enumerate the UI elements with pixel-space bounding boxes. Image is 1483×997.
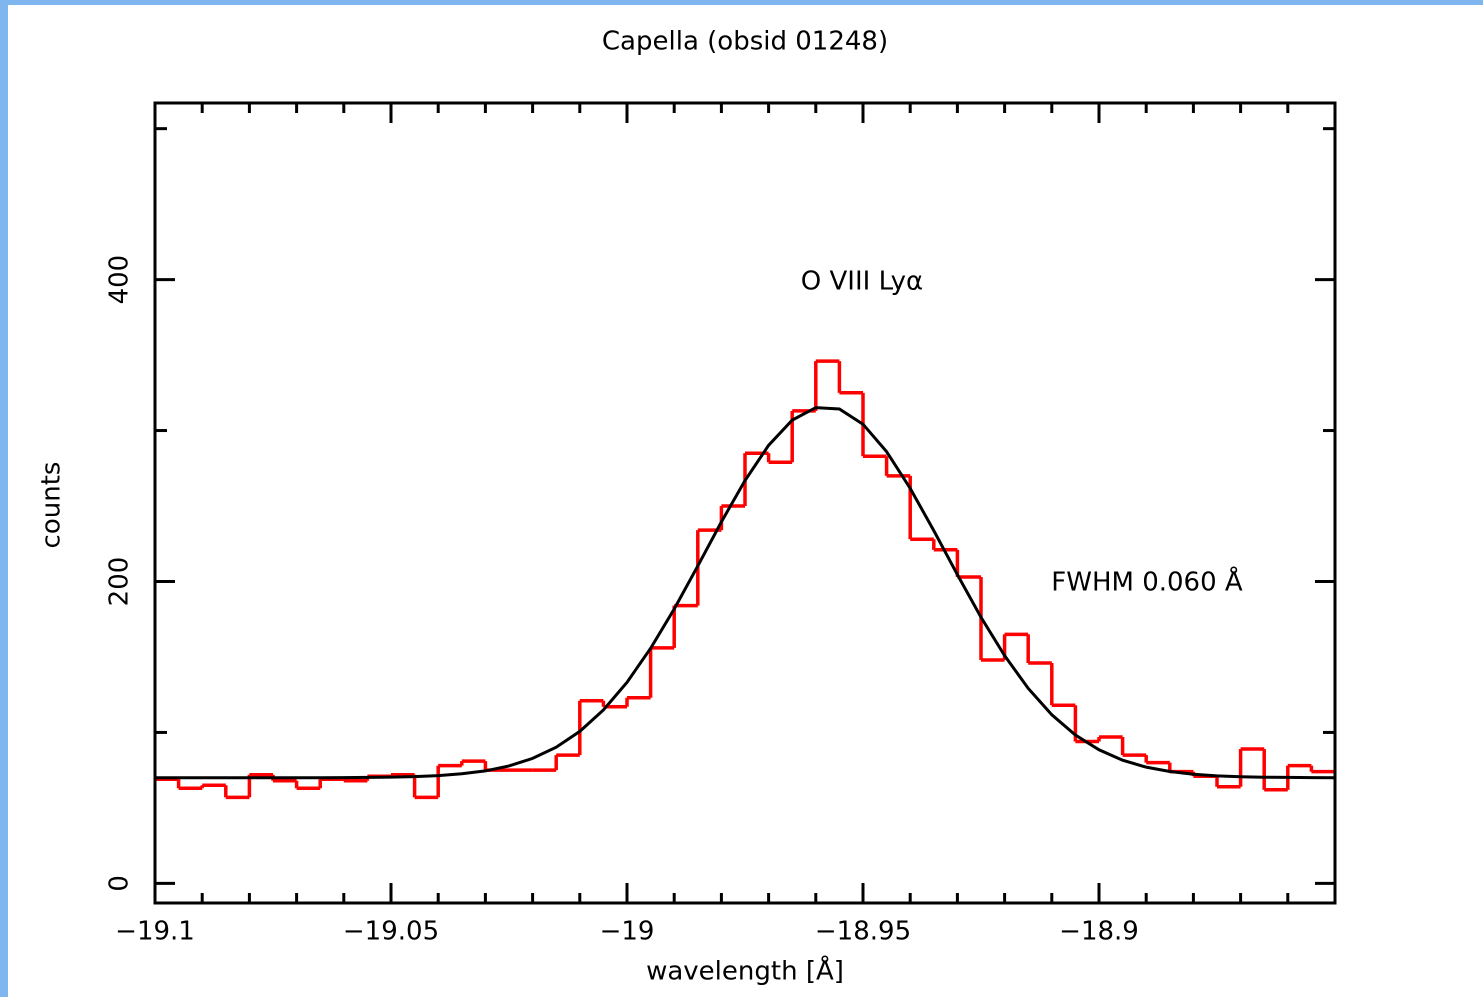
x-tick-label: −18.95 — [815, 917, 911, 947]
x-tick-label: −19.1 — [115, 917, 195, 947]
annotation: O VIII Lyα — [801, 267, 923, 297]
x-tick-label: −19.05 — [343, 917, 439, 947]
x-tick-label: −19 — [600, 917, 655, 947]
plot-frame — [153, 101, 1337, 905]
fit-curve — [155, 406, 1336, 780]
chart-title: Capella (obsid 01248) — [602, 27, 888, 57]
y-tick-label: 400 — [105, 255, 135, 305]
y-axis-label: counts — [37, 462, 67, 549]
y-tick-label: 200 — [105, 557, 135, 607]
x-axis-label: wavelength [Å] — [646, 955, 844, 987]
annotation: FWHM 0.060 Å — [1051, 566, 1243, 598]
x-tick-label: −18.9 — [1059, 917, 1139, 947]
y-tick-label: 0 — [105, 875, 135, 892]
